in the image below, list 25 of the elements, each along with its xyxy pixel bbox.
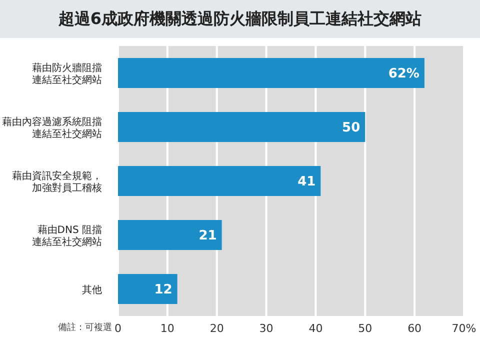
- y-tick-label: 其他: [82, 284, 102, 296]
- bar: [118, 274, 178, 304]
- x-tick-label: 10: [160, 322, 174, 335]
- y-tick-label: 藉由資訊安全規範，加強對員工稽核: [12, 170, 102, 194]
- bar: [118, 58, 424, 88]
- x-tick-label: 50: [358, 322, 372, 335]
- x-tick-label: 40: [308, 322, 323, 335]
- chart-title: 超過6成政府機關透過防火牆限制員工連結社交網站: [0, 0, 480, 38]
- y-tick-label: 藉由防火牆阻擋連結至社交網站: [32, 62, 102, 86]
- x-tick-label: 0: [114, 322, 122, 335]
- x-tick-label: 60: [408, 322, 422, 335]
- y-tick-label: 藉由DNS 阻擋連結至社交網站: [32, 224, 102, 248]
- y-tick-label: 藉由內容過濾系統阻擋連結至社交網站: [2, 116, 102, 140]
- data-label: 50: [342, 120, 360, 136]
- text: 備註：可複選: [58, 322, 112, 334]
- data-label: 41: [298, 174, 316, 190]
- bar: [118, 166, 321, 196]
- data-label: 21: [198, 228, 217, 244]
- data-label: 12: [154, 282, 172, 298]
- bar: [118, 220, 222, 250]
- x-tick-label: 30: [259, 322, 274, 335]
- data-label: 62%: [388, 66, 420, 82]
- bar: [118, 112, 366, 142]
- x-tick-label: 70%: [452, 322, 476, 335]
- x-tick-label: 20: [210, 322, 224, 335]
